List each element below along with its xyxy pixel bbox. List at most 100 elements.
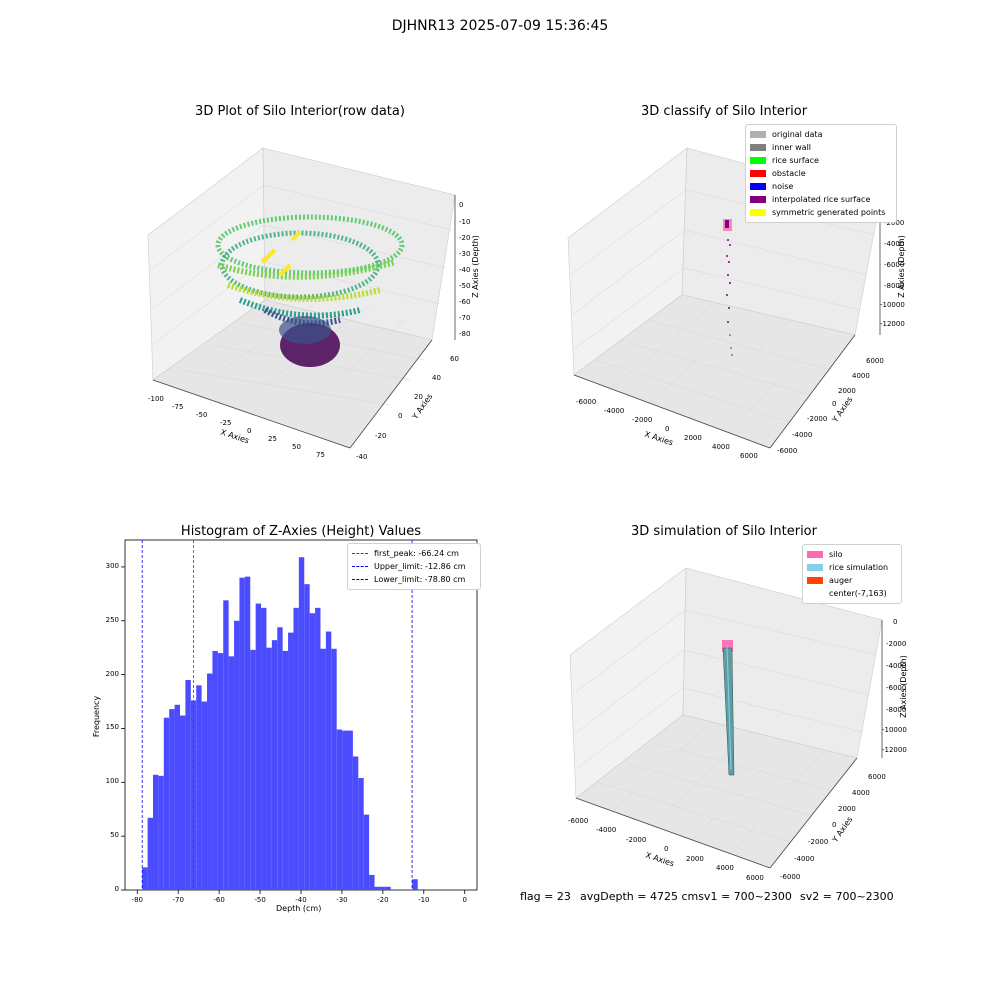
legend-label: first_peak: -66.24 cm [374, 549, 459, 558]
histogram-bar [277, 627, 283, 890]
panel2-xtick: 0 [665, 425, 670, 433]
panel1-ztick: -40 [459, 266, 471, 274]
histogram-bar [250, 649, 256, 890]
histogram-ytick: 200 [105, 669, 119, 678]
histogram-bar [223, 600, 229, 890]
histogram-ytick: 150 [105, 723, 119, 732]
legend-item: Upper_limit: -12.86 cm [352, 560, 476, 573]
legend-item: rice simulation [807, 561, 897, 574]
legend-item: rice surface [750, 154, 892, 167]
panel1-xtick: -100 [148, 395, 164, 403]
panel1-xtick: 50 [292, 443, 301, 451]
legend-label: symmetric generated points [772, 208, 886, 217]
histogram-bar [363, 814, 370, 890]
panel4-xtick: 2000 [686, 855, 704, 863]
panel2-ytick: 2000 [838, 387, 856, 395]
legend-item: auger [807, 574, 897, 587]
histogram-bar [163, 717, 170, 890]
panel4-ztick: -2000 [886, 640, 907, 648]
histogram-bar [282, 650, 289, 890]
legend-label: silo [829, 550, 843, 559]
histogram-xtick: -20 [377, 896, 389, 904]
legend-swatch [807, 551, 823, 558]
panel1-xtick: 25 [268, 435, 277, 443]
panel3-title: Histogram of Z-Axies (Height) Values [180, 524, 422, 539]
panel2-ztick: -6000 [884, 261, 905, 269]
panel1-ytick: 60 [450, 355, 459, 363]
histogram-xtick: -70 [172, 896, 184, 904]
panel4-xtick: 6000 [746, 874, 764, 882]
legend-swatch [807, 564, 823, 571]
histogram-xtick: 0 [462, 896, 467, 904]
legend-label: auger [829, 576, 853, 585]
panel4-ztick: -8000 [886, 706, 907, 714]
panel1-xtick: 0 [247, 427, 252, 435]
panel4-ztick: -4000 [886, 662, 907, 670]
histogram-bar [304, 584, 310, 890]
legend-item: interpolated rice surface [750, 193, 892, 206]
histogram-bar [288, 632, 294, 890]
panel4-ytick: 2000 [838, 805, 856, 813]
legend-item: silo [807, 548, 897, 561]
footer-sv2: sv2 = 700~2300 [800, 890, 894, 903]
histogram-xtick: -30 [336, 896, 348, 904]
panel1-ztick: 0 [459, 201, 464, 209]
legend-swatch [352, 579, 368, 580]
panel4-ztick: -12000 [882, 746, 907, 754]
histogram-bar [228, 656, 235, 890]
panel2-title: 3D classify of Silo Interior [640, 104, 808, 119]
legend-swatch [807, 590, 823, 597]
histogram-bar [412, 879, 418, 890]
histogram-bar [374, 886, 380, 890]
panel2-ztick: -10000 [880, 301, 905, 309]
panel2-xtick: 4000 [712, 443, 730, 451]
histogram-ytick: 250 [105, 615, 119, 624]
panel4-xtick: 0 [664, 845, 669, 853]
legend-label: Lower_limit: -78.80 cm [374, 575, 466, 584]
histogram-xtick: -10 [418, 896, 430, 904]
panel4-ytick: 4000 [852, 789, 870, 797]
histogram-bar [196, 685, 202, 890]
histogram-bar [298, 557, 305, 890]
histogram-bar [239, 577, 245, 890]
panel1-ztick: -10 [459, 218, 471, 226]
legend-item: inner wall [750, 141, 892, 154]
histogram-xtick: -80 [131, 896, 143, 904]
histogram-bar [336, 729, 343, 890]
panel2-ytick: 0 [832, 400, 837, 408]
histogram-bar [185, 680, 191, 890]
histogram-bar [309, 613, 316, 890]
histogram-bar [147, 817, 153, 890]
panel1-ztick: -30 [459, 250, 471, 258]
histogram-xtick: -40 [295, 896, 307, 904]
panel2-xtick: 2000 [684, 434, 702, 442]
legend-swatch [807, 577, 823, 584]
histogram-bar [217, 653, 224, 890]
panel1-xtick: -75 [172, 403, 184, 411]
legend-label: obstacle [772, 169, 806, 178]
panel2-xtick: -6000 [576, 398, 597, 406]
panel4-ztick: 0 [893, 618, 898, 626]
histogram-ytick: 50 [110, 831, 119, 840]
legend-label: interpolated rice surface [772, 195, 871, 204]
footer-avg-depth: avgDepth = 4725 cmsv1 = 700~2300 [580, 890, 792, 903]
histogram-bar [331, 648, 337, 890]
panel1-ytick: 20 [414, 393, 423, 401]
panel1-ytick: -40 [356, 453, 368, 461]
histogram-bar [255, 603, 262, 890]
figure-title: DJHNR13 2025-07-09 15:36:45 [391, 18, 609, 34]
histogram-bar [158, 775, 164, 890]
histogram-bar [180, 715, 186, 890]
histogram-ytick: 100 [105, 777, 119, 786]
panel4-ytick: -6000 [780, 873, 801, 881]
panel2-ztick: -12000 [880, 320, 905, 328]
panel4-ytick: -2000 [808, 838, 829, 846]
legend-swatch [750, 196, 766, 203]
legend-item: first_peak: -66.24 cm [352, 547, 476, 560]
panel4-xtick: -2000 [626, 836, 647, 844]
histogram-bar [201, 701, 208, 890]
legend-item: original data [750, 128, 892, 141]
panel1-xtick: -50 [196, 411, 208, 419]
histogram-bar [369, 874, 375, 890]
